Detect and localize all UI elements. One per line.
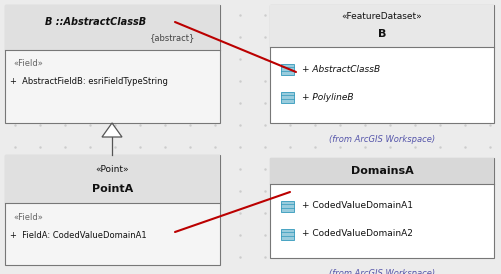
Bar [270,158,494,258]
Bar [282,229,295,239]
Bar [282,92,295,102]
Text: B ::AbstractClassB: B ::AbstractClassB [45,17,146,27]
Bar [282,201,295,212]
Bar [5,155,220,265]
Bar [270,5,494,123]
Text: + PolylineB: + PolylineB [302,93,354,101]
Bar [5,5,220,50]
Text: +  AbstractFieldB: esriFieldTypeString: + AbstractFieldB: esriFieldTypeString [10,78,168,87]
Text: B: B [378,29,386,39]
Polygon shape [102,123,122,137]
Text: «Field»: «Field» [13,213,43,221]
Text: + CodedValueDomainA2: + CodedValueDomainA2 [302,230,413,238]
Text: PointA: PointA [92,184,133,194]
Text: + AbstractClassB: + AbstractClassB [302,64,380,73]
Text: DomainsA: DomainsA [351,166,413,176]
Text: (from ArcGIS Workspace): (from ArcGIS Workspace) [329,270,435,274]
Text: + CodedValueDomainA1: + CodedValueDomainA1 [302,201,413,210]
Bar [270,158,494,184]
Bar [5,5,220,123]
Text: +  FieldA: CodedValueDomainA1: + FieldA: CodedValueDomainA1 [10,230,147,239]
Bar [270,5,494,47]
Text: «Point»: «Point» [96,165,129,174]
Text: «FeatureDataset»: «FeatureDataset» [342,12,422,21]
Text: {abstract}: {abstract} [150,33,195,42]
Bar [5,155,220,203]
Text: «Field»: «Field» [13,59,43,68]
Bar [282,64,295,75]
Text: (from ArcGIS Workspace): (from ArcGIS Workspace) [329,135,435,144]
